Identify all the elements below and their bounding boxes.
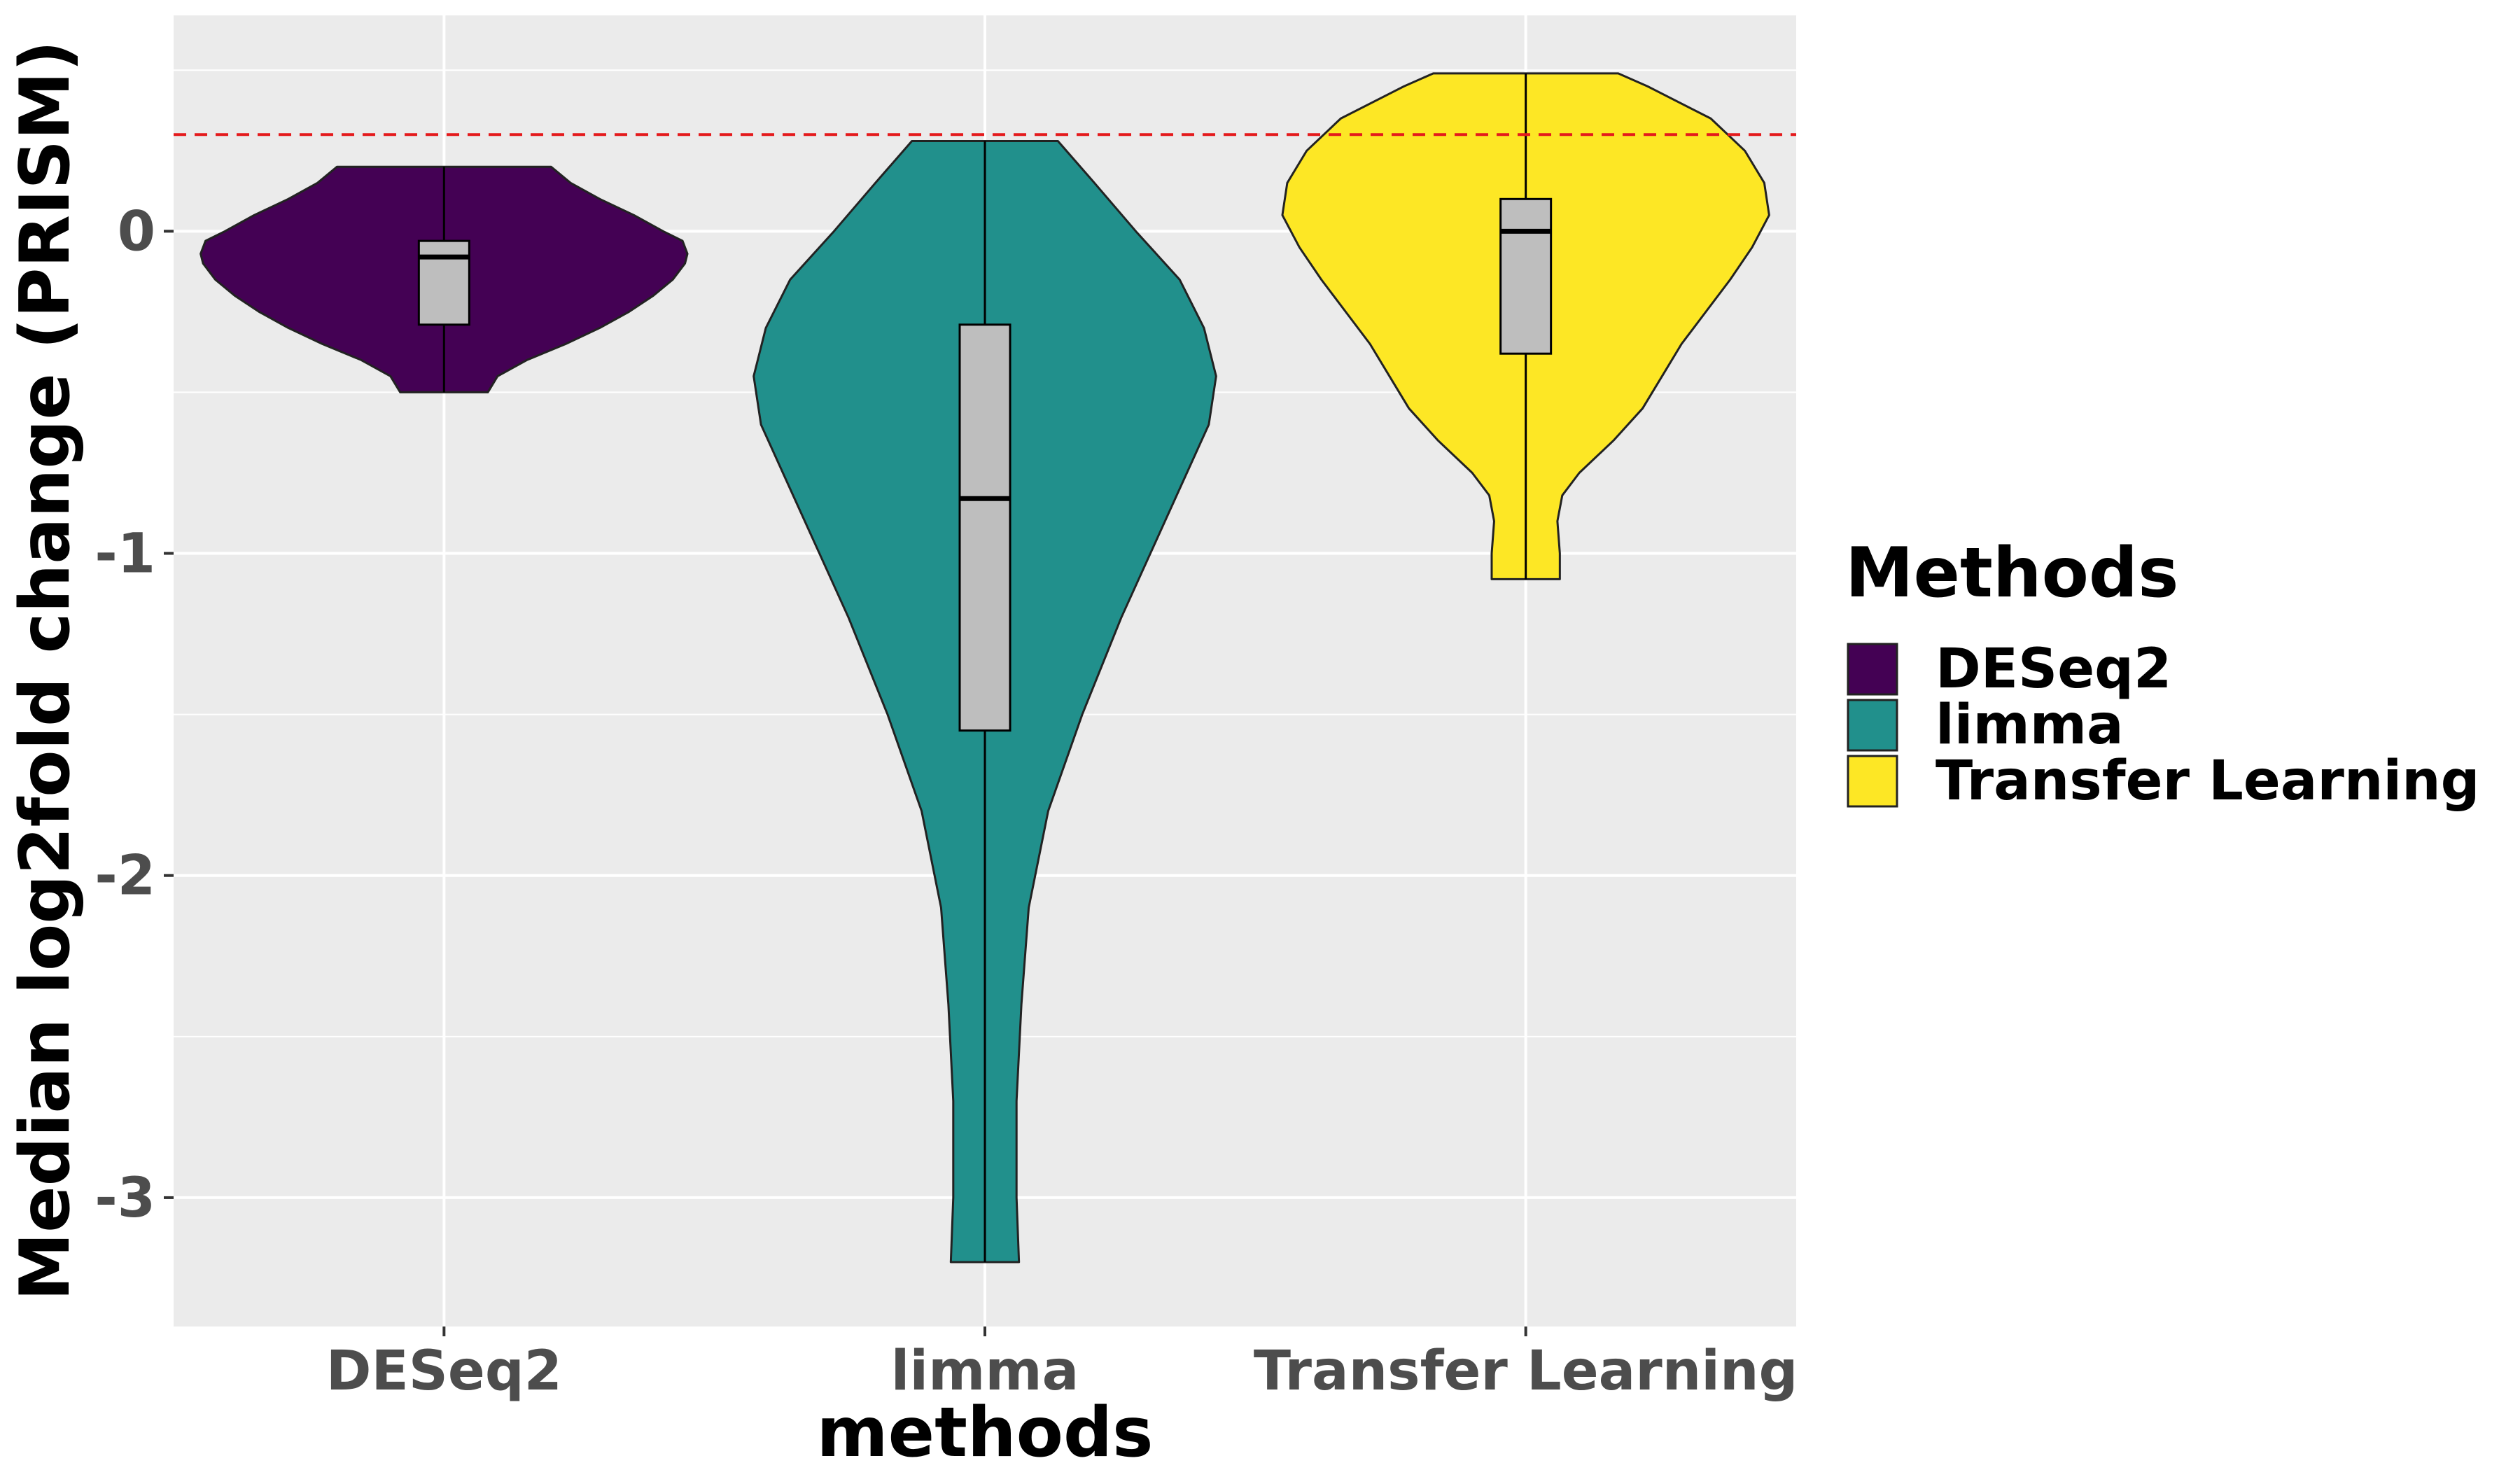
y-axis-title: Median log2fold change (PRISM) — [6, 41, 85, 1301]
violin-deseq2 — [200, 165, 689, 393]
box — [417, 239, 470, 326]
y-tick-label: -3 — [94, 1167, 155, 1230]
x-tick-label: Transfer Learning — [1254, 1340, 1798, 1403]
violins — [200, 72, 1770, 1264]
box — [958, 323, 1011, 732]
legend-key — [1847, 699, 1898, 752]
x-tick-label: DESeq2 — [326, 1340, 562, 1403]
x-axis-ticks: DESeq2 limma Transfer Learning — [326, 1326, 1798, 1403]
x-tick-label: limma — [891, 1340, 1079, 1403]
box — [1499, 197, 1553, 355]
y-axis-ticks: 0 -1 -2 -3 — [94, 200, 174, 1230]
legend-label: limma — [1935, 694, 2124, 757]
legend-label: Transfer Learning — [1935, 750, 2480, 813]
x-axis-title: methods — [816, 1393, 1153, 1470]
legend-label: DESeq2 — [1935, 638, 2171, 701]
violin-transfer-learning — [1281, 72, 1770, 580]
legend-key — [1847, 643, 1898, 696]
y-tick-label: -1 — [94, 523, 155, 586]
y-tick-label: -2 — [94, 845, 155, 908]
violin-limma — [752, 139, 1217, 1264]
legend-title: Methods — [1845, 533, 2178, 613]
legend-key — [1847, 755, 1898, 808]
y-tick-label: 0 — [118, 200, 155, 263]
